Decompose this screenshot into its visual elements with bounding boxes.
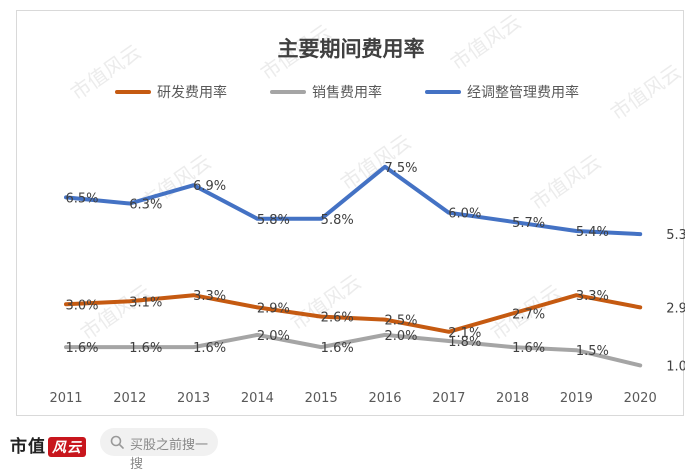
data-label: 5.7% xyxy=(512,216,545,231)
data-point xyxy=(575,349,577,351)
watermark-text: 市值风云 xyxy=(66,40,145,106)
search-icon xyxy=(110,435,124,449)
x-tick-label: 2014 xyxy=(241,391,274,406)
data-label: 2.0% xyxy=(257,329,290,344)
data-point xyxy=(512,221,514,223)
data-point xyxy=(193,346,195,348)
data-label: 5.3% xyxy=(666,228,685,243)
data-point xyxy=(448,212,450,214)
data-label: 3.3% xyxy=(193,289,226,304)
data-label: 1.8% xyxy=(448,335,481,350)
data-point xyxy=(639,306,641,308)
data-point xyxy=(448,331,450,333)
series-line xyxy=(64,164,643,237)
data-label: 1.6% xyxy=(193,341,226,356)
search-placeholder: 买股之前搜一搜 xyxy=(130,438,209,472)
data-label: 2.9% xyxy=(257,301,290,316)
data-point xyxy=(384,319,386,321)
data-label: 3.0% xyxy=(65,298,98,313)
series-line xyxy=(64,293,643,334)
legend-label: 研发费用率 xyxy=(157,84,227,101)
watermark-text: 市值风云 xyxy=(526,150,605,216)
data-point xyxy=(129,346,131,348)
data-point xyxy=(320,346,322,348)
data-label: 2.9% xyxy=(666,301,685,316)
watermark-text: 市值风云 xyxy=(606,60,685,126)
data-label: 1.6% xyxy=(65,341,98,356)
x-tick-label: 2017 xyxy=(432,391,465,406)
data-label: 1.5% xyxy=(576,344,609,359)
data-point xyxy=(256,334,258,336)
x-tick-label: 2020 xyxy=(624,391,657,406)
brand-name: 市值 xyxy=(10,437,46,457)
x-tick-label: 2019 xyxy=(560,391,593,406)
x-tick-label: 2015 xyxy=(305,391,338,406)
data-label: 2.0% xyxy=(384,329,417,344)
data-label: 1.6% xyxy=(321,341,354,356)
chart-frame: 市值风云 市值风云 市值风云 市值风云 市值风云 市值风云 市值风云 市值风云 市值风云 市值风云… xyxy=(16,10,685,416)
data-label: 2.5% xyxy=(384,314,417,329)
legend-label: 销售费用率 xyxy=(312,84,382,101)
x-tick-label: 2018 xyxy=(496,391,529,406)
data-label: 5.8% xyxy=(257,213,290,228)
data-point xyxy=(129,300,131,302)
data-point xyxy=(193,294,195,296)
data-label: 6.5% xyxy=(65,191,98,206)
data-point xyxy=(512,346,514,348)
data-label: 6.3% xyxy=(129,198,162,213)
x-tick-label: 2013 xyxy=(177,391,210,406)
data-point xyxy=(65,346,67,348)
legend-label: 经调整管理费用率 xyxy=(467,84,579,101)
data-label: 5.8% xyxy=(321,213,354,228)
data-label: 3.1% xyxy=(129,295,162,310)
chart-title: 主要期间费用率 xyxy=(278,37,425,61)
data-point xyxy=(575,230,577,232)
x-tick-label: 2012 xyxy=(113,391,146,406)
data-label: 1.6% xyxy=(512,341,545,356)
data-label: 6.0% xyxy=(448,207,481,222)
data-point xyxy=(320,218,322,220)
footer-bar: 市值 风云 买股之前搜一搜 xyxy=(0,420,700,472)
brand-badge: 风云 xyxy=(48,437,86,457)
data-point xyxy=(384,166,386,168)
data-point xyxy=(256,306,258,308)
data-label: 2.6% xyxy=(321,311,354,326)
series-line xyxy=(64,332,643,368)
data-point xyxy=(639,233,641,235)
data-label: 1.6% xyxy=(129,341,162,356)
x-tick-label: 2011 xyxy=(49,391,82,406)
data-point xyxy=(575,294,577,296)
data-point xyxy=(320,316,322,318)
data-point xyxy=(384,334,386,336)
data-point xyxy=(448,340,450,342)
data-label: 3.3% xyxy=(576,289,609,304)
data-point xyxy=(65,303,67,305)
search-box[interactable]: 买股之前搜一搜 xyxy=(100,428,218,472)
data-label: 2.7% xyxy=(512,308,545,323)
data-label: 2.1% xyxy=(448,326,481,341)
data-label: 6.9% xyxy=(193,179,226,194)
watermark-text: 市值风云 xyxy=(446,11,525,75)
data-point xyxy=(65,196,67,198)
data-point xyxy=(639,364,641,366)
data-point xyxy=(512,313,514,314)
data-label: 1.0% xyxy=(666,359,685,374)
data-label: 5.4% xyxy=(576,225,609,240)
data-point xyxy=(193,184,195,186)
data-point xyxy=(129,203,131,204)
brand-logo[interactable]: 市值 风云 xyxy=(10,432,86,457)
x-tick-label: 2016 xyxy=(368,391,401,406)
data-point xyxy=(256,218,258,220)
data-label: 7.5% xyxy=(384,161,417,176)
